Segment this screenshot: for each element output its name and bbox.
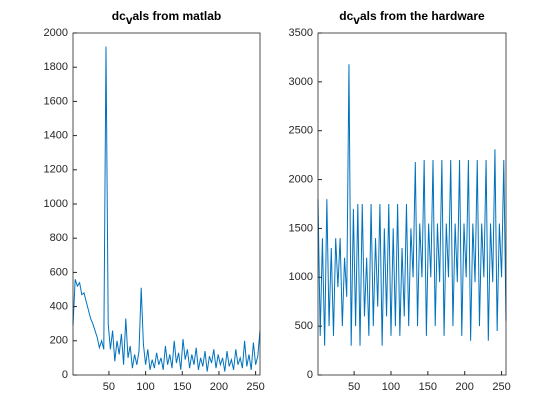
- x-tick-label: 100: [136, 381, 154, 393]
- y-tick-label: 2000: [289, 173, 313, 185]
- y-tick-label: 1600: [44, 95, 68, 107]
- x-tick-label: 200: [210, 381, 228, 393]
- x-tick-label: 200: [456, 381, 474, 393]
- y-tick-label: 800: [50, 232, 68, 244]
- chart-title: dcvals from matlab: [112, 9, 221, 27]
- y-tick-label: 0: [307, 369, 313, 381]
- y-tick-label: 200: [50, 335, 68, 347]
- y-tick-label: 1800: [44, 61, 68, 73]
- y-tick-label: 1500: [289, 222, 313, 234]
- x-tick-label: 100: [382, 381, 400, 393]
- axes-box: [317, 32, 507, 376]
- y-tick-label: 2000: [44, 27, 68, 39]
- chart-title: dcvals from the hardware: [339, 9, 485, 27]
- x-tick-label: 250: [246, 381, 264, 393]
- y-tick-label: 1400: [44, 130, 68, 142]
- axes-box: [72, 32, 261, 376]
- y-tick-label: 3000: [289, 76, 313, 88]
- x-tick-label: 250: [492, 381, 510, 393]
- x-tick-label: 150: [173, 381, 191, 393]
- x-tick-label: 150: [419, 381, 437, 393]
- x-tick-label: 50: [103, 381, 115, 393]
- y-tick-label: 2500: [289, 125, 313, 137]
- y-tick-label: 1000: [44, 198, 68, 210]
- y-tick-label: 400: [50, 301, 68, 313]
- y-tick-label: 0: [62, 369, 68, 381]
- y-tick-label: 600: [50, 266, 68, 278]
- x-tick-label: 50: [348, 381, 360, 393]
- y-tick-label: 3500: [289, 27, 313, 39]
- data-line: [72, 46, 261, 372]
- data-line: [317, 64, 507, 346]
- y-tick-label: 1200: [44, 164, 68, 176]
- y-tick-label: 1000: [289, 271, 313, 283]
- y-tick-label: 500: [295, 320, 313, 332]
